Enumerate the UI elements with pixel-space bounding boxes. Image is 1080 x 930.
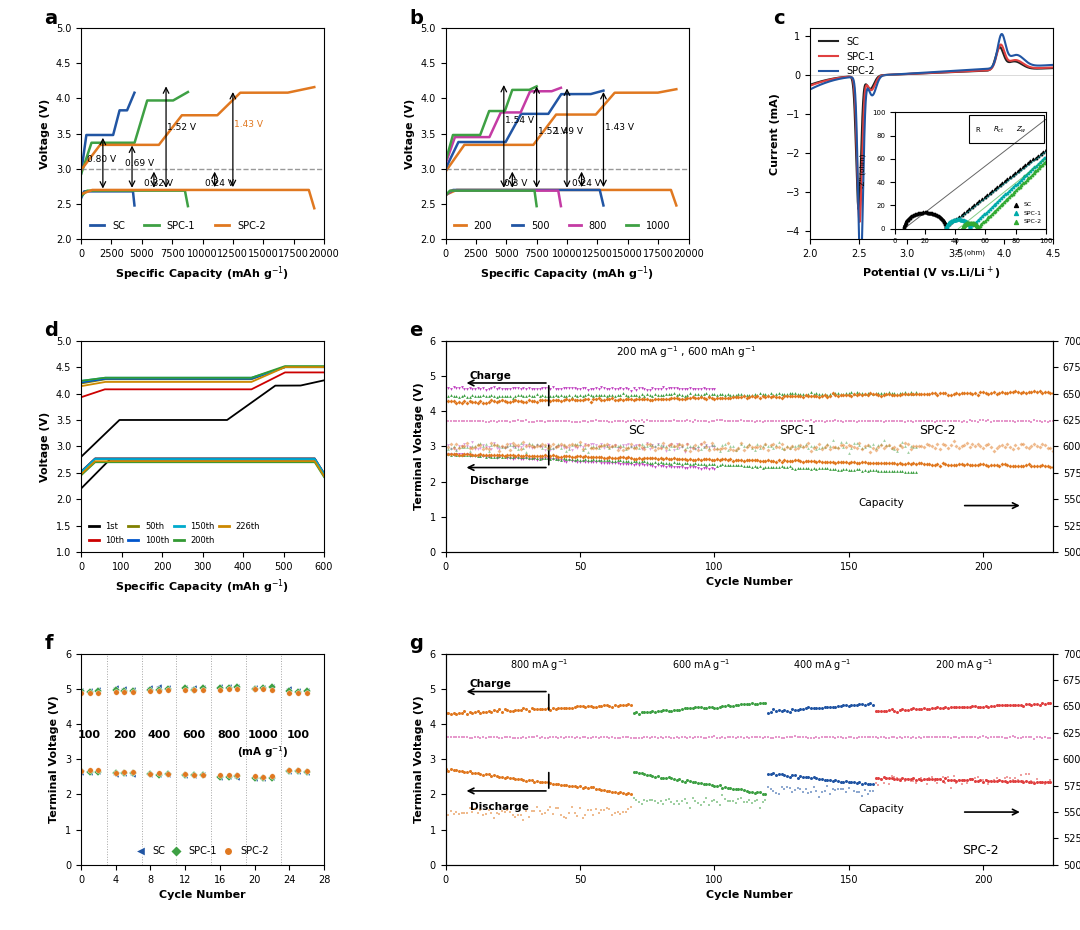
SPC-1 — [1040, 62, 1053, 73]
SC — [995, 44, 1008, 55]
Text: 1.49 V: 1.49 V — [554, 126, 582, 136]
Text: (mA g$^{-1}$): (mA g$^{-1}$) — [238, 744, 289, 760]
SPC-2 — [854, 267, 867, 278]
Text: Discharge: Discharge — [470, 802, 529, 812]
Text: 1.43 V: 1.43 V — [605, 123, 634, 132]
Text: 1.43 V: 1.43 V — [234, 120, 264, 128]
Text: f: f — [44, 634, 53, 653]
Text: SPC-2: SPC-2 — [962, 844, 999, 857]
Text: b: b — [409, 8, 423, 28]
Y-axis label: Terminal Voltage (V): Terminal Voltage (V) — [414, 382, 424, 511]
Text: 1.54 V: 1.54 V — [505, 116, 534, 125]
Legend: SC, SPC-1, SPC-2: SC, SPC-1, SPC-2 — [815, 33, 878, 80]
Text: 100: 100 — [78, 730, 102, 740]
Text: SPC-1: SPC-1 — [780, 424, 816, 437]
Legend: 200, 500, 800, 1000: 200, 500, 800, 1000 — [450, 217, 674, 234]
Legend: SC, SPC-1, SPC-2: SC, SPC-1, SPC-2 — [86, 217, 270, 234]
Text: 600 mA g$^{-1}$: 600 mA g$^{-1}$ — [672, 658, 730, 673]
Text: 400 mA g$^{-1}$: 400 mA g$^{-1}$ — [793, 658, 851, 673]
Text: 0.80 V: 0.80 V — [87, 154, 117, 164]
Y-axis label: Terminal Voltage (V): Terminal Voltage (V) — [414, 696, 424, 823]
Text: 200: 200 — [113, 730, 136, 740]
Y-axis label: Voltage (V): Voltage (V) — [40, 411, 51, 482]
SC — [815, 75, 828, 86]
X-axis label: Cycle Number: Cycle Number — [159, 890, 246, 900]
Legend: 1st, 10th, 50th, 100th, 150th, 200th, 226th: 1st, 10th, 50th, 100th, 150th, 200th, 22… — [85, 519, 264, 548]
SC — [1047, 62, 1059, 73]
SPC-2 — [922, 67, 935, 78]
SPC-1 — [853, 217, 866, 228]
SC — [922, 68, 935, 79]
Text: 1000: 1000 — [248, 730, 279, 740]
SPC-1 — [1040, 62, 1053, 73]
Legend: SC, SPC-1, SPC-2: SC, SPC-1, SPC-2 — [133, 843, 272, 860]
SPC-2 — [1047, 60, 1059, 71]
SC — [916, 68, 929, 79]
Text: Discharge: Discharge — [470, 476, 529, 486]
Line: SPC-2: SPC-2 — [810, 34, 1053, 272]
SPC-2 — [804, 84, 816, 95]
Text: 800: 800 — [217, 730, 240, 740]
Text: Capacity: Capacity — [859, 804, 904, 814]
SPC-1 — [916, 68, 929, 79]
Line: SPC-1: SPC-1 — [810, 45, 1053, 222]
SPC-1 — [995, 39, 1008, 50]
SC — [994, 42, 1007, 53]
SPC-1 — [804, 80, 816, 91]
Text: 1.52 V: 1.52 V — [538, 126, 567, 136]
Text: 400: 400 — [148, 730, 171, 740]
Text: e: e — [409, 322, 422, 340]
Text: a: a — [44, 8, 57, 28]
Text: 200 mA g$^{-1}$ , 600 mAh g$^{-1}$: 200 mA g$^{-1}$ , 600 mAh g$^{-1}$ — [616, 344, 756, 360]
Text: c: c — [773, 8, 785, 28]
SPC-1 — [1047, 62, 1059, 73]
Y-axis label: Voltage (V): Voltage (V) — [405, 99, 415, 168]
X-axis label: Cycle Number: Cycle Number — [706, 890, 793, 900]
SPC-2 — [1040, 60, 1053, 71]
Text: 0.24 V: 0.24 V — [205, 179, 233, 188]
Text: 200 mA g$^{-1}$: 200 mA g$^{-1}$ — [935, 658, 994, 673]
Text: Charge: Charge — [470, 371, 512, 380]
Text: 100: 100 — [286, 730, 310, 740]
SPC-2 — [996, 29, 1009, 40]
SPC-1 — [922, 68, 935, 79]
Y-axis label: Voltage (V): Voltage (V) — [40, 99, 51, 168]
SPC-2 — [1040, 60, 1053, 71]
Text: d: d — [44, 322, 58, 340]
Text: 0.24 V: 0.24 V — [572, 179, 600, 188]
Text: Capacity: Capacity — [859, 498, 904, 508]
Text: 1.52 V: 1.52 V — [167, 123, 197, 132]
SC — [1040, 63, 1053, 74]
SPC-2 — [815, 78, 828, 89]
Text: SC: SC — [627, 424, 645, 437]
SPC-2 — [916, 67, 929, 78]
Y-axis label: Current (mA): Current (mA) — [770, 93, 781, 175]
Text: SPC-2: SPC-2 — [919, 424, 956, 437]
Text: Charge: Charge — [470, 679, 512, 689]
Text: 0.69 V: 0.69 V — [125, 159, 153, 168]
SPC-1 — [815, 76, 828, 87]
Text: 0.32 V: 0.32 V — [145, 179, 173, 188]
Y-axis label: Terminal Voltage (V): Terminal Voltage (V) — [50, 696, 59, 823]
Text: 600: 600 — [183, 730, 205, 740]
Line: SC: SC — [810, 47, 1053, 209]
X-axis label: Cycle Number: Cycle Number — [706, 578, 793, 588]
X-axis label: Specific Capacity (mAh g$^{-1}$): Specific Capacity (mAh g$^{-1}$) — [480, 264, 654, 283]
SC — [1040, 63, 1053, 74]
SC — [852, 204, 865, 215]
Text: 0.3 V: 0.3 V — [504, 179, 527, 188]
X-axis label: Potential (V vs.Li/Li$^+$): Potential (V vs.Li/Li$^+$) — [862, 264, 1001, 282]
SC — [804, 79, 816, 90]
X-axis label: Specific Capacity (mAh g$^{-1}$): Specific Capacity (mAh g$^{-1}$) — [116, 578, 289, 596]
SPC-2 — [995, 29, 1008, 40]
X-axis label: Specific Capacity (mAh g$^{-1}$): Specific Capacity (mAh g$^{-1}$) — [116, 264, 289, 283]
Text: g: g — [409, 634, 423, 653]
SPC-1 — [995, 39, 1008, 50]
Text: 800 mA g$^{-1}$: 800 mA g$^{-1}$ — [510, 658, 569, 673]
